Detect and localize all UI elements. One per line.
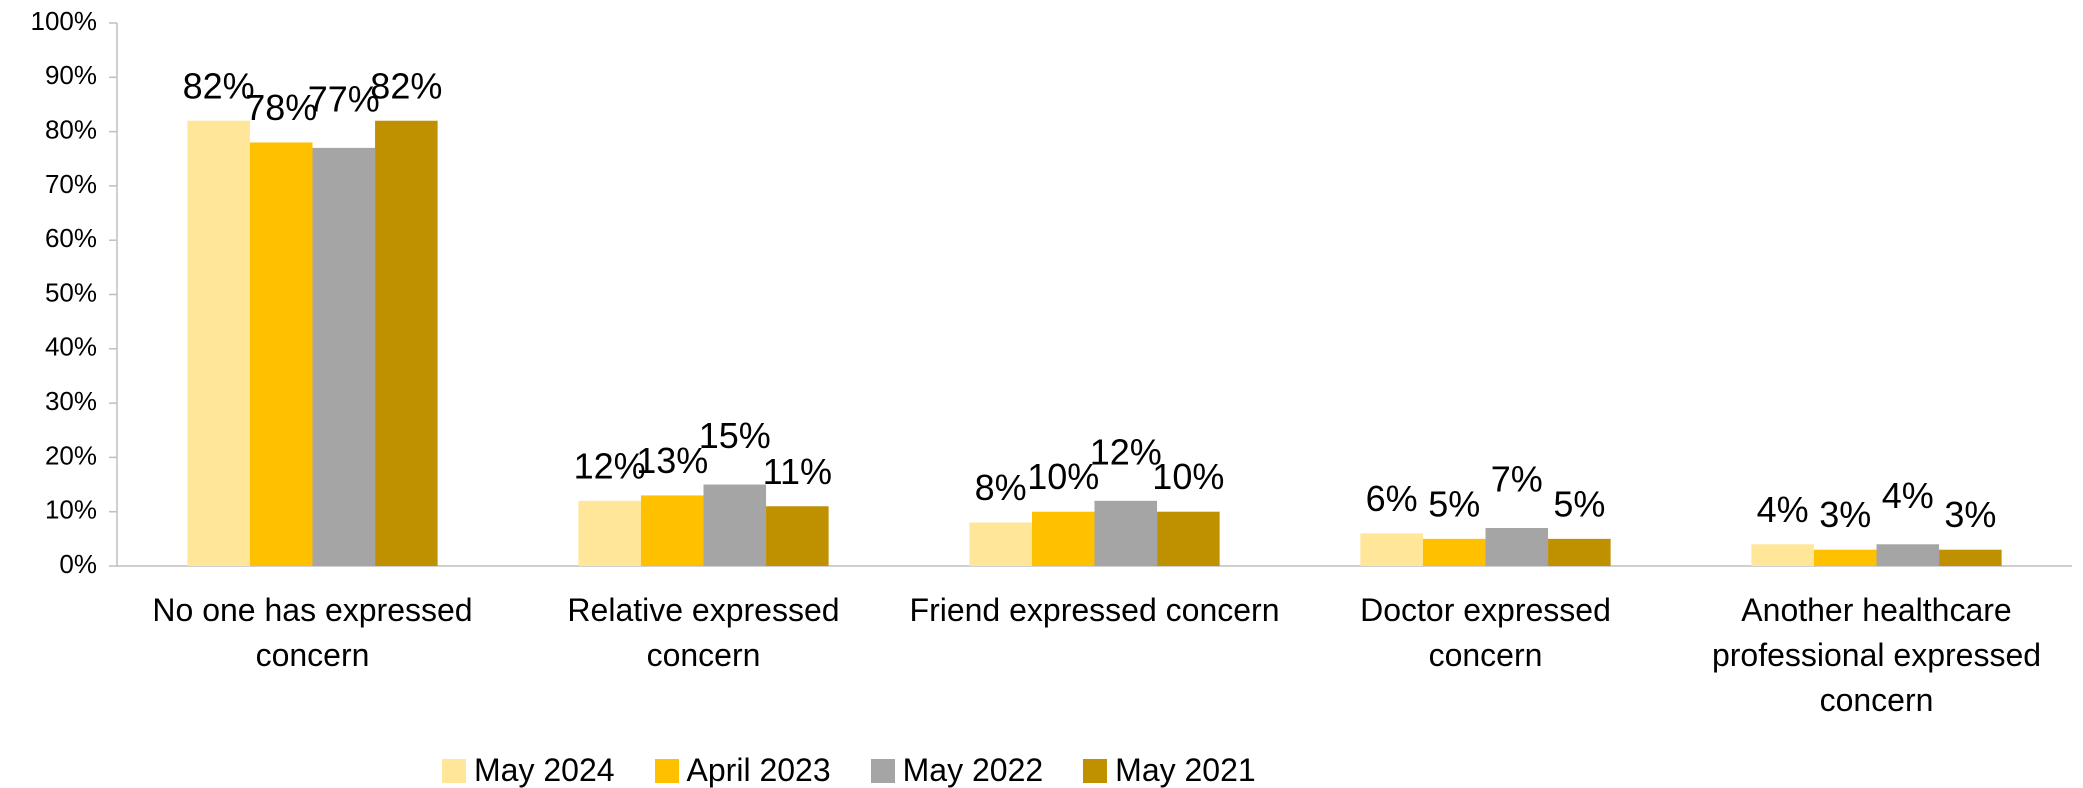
y-tick-label: 100% xyxy=(31,6,98,36)
bar xyxy=(1422,538,1486,566)
data-label: 3% xyxy=(1944,494,1996,535)
bar xyxy=(640,495,704,566)
bar xyxy=(578,500,641,566)
y-tick-label: 90% xyxy=(45,60,97,90)
bar xyxy=(1876,544,1940,566)
data-label: 10% xyxy=(1152,456,1224,497)
x-tick-label: No one has expressed concern xyxy=(152,592,473,673)
y-tick-label: 60% xyxy=(45,223,97,253)
data-label: 3% xyxy=(1819,494,1871,535)
legend-item: May 2021 xyxy=(1083,752,1256,788)
legend-label: May 2024 xyxy=(474,752,615,788)
bar xyxy=(1360,533,1423,566)
y-tick-label: 0% xyxy=(59,549,97,579)
x-tick-label: Doctor expressed concern xyxy=(1360,592,1611,673)
y-tick-label: 50% xyxy=(45,277,97,307)
bar xyxy=(1813,549,1877,566)
data-label: 11% xyxy=(763,451,832,492)
legend-label: April 2023 xyxy=(686,752,831,788)
data-label: 77% xyxy=(308,78,380,119)
data-label: 5% xyxy=(1553,483,1605,524)
bar xyxy=(766,506,829,566)
y-tick-label: 80% xyxy=(45,114,97,144)
y-tick-label: 40% xyxy=(45,332,97,362)
data-label: 82% xyxy=(370,65,442,106)
bar xyxy=(969,522,1032,566)
legend-label: May 2021 xyxy=(1115,752,1256,788)
bar xyxy=(1751,544,1814,566)
bar xyxy=(1157,511,1220,566)
legend-swatch xyxy=(870,758,895,783)
legend-item: May 2024 xyxy=(442,752,615,788)
legend-swatch xyxy=(442,758,466,783)
bar xyxy=(187,120,250,567)
legend-swatch xyxy=(654,758,679,783)
data-label: 8% xyxy=(975,467,1027,508)
bar xyxy=(249,142,313,566)
data-label: 13% xyxy=(636,440,708,481)
data-label: 12% xyxy=(1090,431,1162,472)
y-tick-label: 30% xyxy=(45,386,97,416)
bar xyxy=(1094,500,1158,566)
bar xyxy=(1031,511,1095,566)
legend-item: May 2022 xyxy=(870,752,1044,788)
bar xyxy=(375,120,438,567)
bar xyxy=(1548,538,1611,566)
data-label: 5% xyxy=(1428,483,1480,524)
data-label: 4% xyxy=(1882,475,1934,516)
bar xyxy=(1939,549,2002,566)
legend-item: April 2023 xyxy=(654,752,831,788)
data-label: 7% xyxy=(1491,459,1543,500)
x-tick-label: Another healthcare professional expresse… xyxy=(1711,592,2042,718)
y-tick-label: 20% xyxy=(45,440,97,470)
bar xyxy=(1485,527,1549,566)
data-label: 12% xyxy=(574,445,646,486)
data-label: 82% xyxy=(183,65,255,106)
x-tick-label: Friend expressed concern xyxy=(909,592,1280,628)
bar xyxy=(312,147,376,566)
bar xyxy=(703,484,767,566)
data-label: 78% xyxy=(245,87,317,128)
y-tick-label: 10% xyxy=(45,495,97,525)
data-label: 6% xyxy=(1366,478,1418,519)
legend-swatch xyxy=(1083,758,1108,783)
legend-label: May 2022 xyxy=(902,752,1044,788)
y-tick-label: 70% xyxy=(45,169,97,199)
data-label: 10% xyxy=(1027,456,1099,497)
data-label: 15% xyxy=(699,415,771,456)
data-label: 4% xyxy=(1757,489,1809,530)
x-tick-label: Relative expressed concern xyxy=(567,592,840,673)
